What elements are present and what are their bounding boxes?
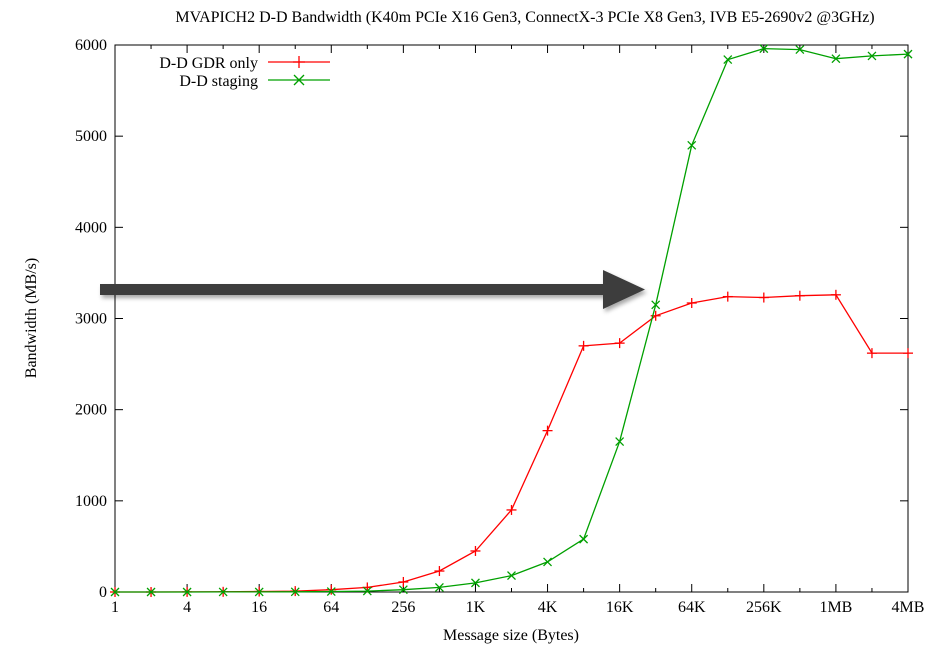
x-tick-label: 256 xyxy=(391,599,415,616)
data-point xyxy=(506,504,517,515)
series-d-d-gdr-only xyxy=(110,289,913,597)
x-tick-label: 4MB xyxy=(892,599,925,616)
y-axis-label: Bandwidth (MB/s) xyxy=(23,258,40,378)
data-point xyxy=(830,289,841,300)
data-point xyxy=(434,566,445,577)
legend-marker-staging xyxy=(293,74,305,86)
x-tick-label: 1MB xyxy=(819,599,852,616)
x-tick-label: 256K xyxy=(746,599,782,616)
data-point xyxy=(758,292,769,303)
data-point xyxy=(290,587,300,597)
data-point xyxy=(542,425,553,436)
data-point xyxy=(470,545,481,556)
data-point xyxy=(579,534,589,544)
data-point xyxy=(615,437,625,447)
data-point xyxy=(218,587,228,597)
legend: D-D GDR only D-D staging xyxy=(159,55,330,90)
series-d-d-staging xyxy=(110,44,913,597)
series-layer xyxy=(110,44,913,597)
data-point xyxy=(182,587,192,597)
data-point xyxy=(651,300,661,310)
legend-marker-gdr xyxy=(293,56,305,68)
y-tick-label: 6000 xyxy=(75,37,107,54)
data-point xyxy=(831,54,841,64)
data-point xyxy=(614,338,625,349)
data-point xyxy=(722,291,733,302)
highlight-arrow xyxy=(100,270,645,309)
data-point xyxy=(903,49,913,59)
data-point xyxy=(326,584,337,595)
data-point xyxy=(362,586,372,596)
y-tick-label: 3000 xyxy=(75,311,107,328)
data-point xyxy=(254,587,264,597)
data-point xyxy=(687,140,697,150)
x-axis: 1 4 16 64 256 1K 4K 16K 64K 256K 1MB 4MB xyxy=(111,45,924,616)
x-axis-label: Message size (Bytes) xyxy=(443,627,579,644)
data-point xyxy=(110,587,120,597)
series-line-d-d-gdr-only xyxy=(115,294,908,593)
data-point xyxy=(903,348,913,359)
data-point xyxy=(866,348,877,359)
data-point xyxy=(398,576,409,587)
data-point xyxy=(578,340,589,351)
data-point xyxy=(326,587,336,597)
y-tick-label: 4000 xyxy=(75,219,107,236)
y-tick-label: 5000 xyxy=(75,128,107,145)
data-point xyxy=(543,557,553,567)
data-point xyxy=(723,55,733,65)
x-tick-label: 16K xyxy=(606,599,634,616)
y-tick-label: 2000 xyxy=(75,402,107,419)
x-tick-label: 16 xyxy=(251,599,267,616)
data-point xyxy=(146,587,156,597)
data-point xyxy=(398,585,408,595)
chart-title: MVAPICH2 D-D Bandwidth (K40m PCIe X16 Ge… xyxy=(175,9,874,26)
y-tick-label: 1000 xyxy=(75,493,107,510)
data-point xyxy=(795,45,805,55)
x-tick-label: 1K xyxy=(466,599,486,616)
x-tick-label: 1 xyxy=(111,599,119,616)
data-point xyxy=(867,51,877,61)
legend-label-staging: D-D staging xyxy=(179,73,258,90)
y-axis: 0 1000 2000 3000 4000 5000 6000 xyxy=(75,37,908,601)
data-point xyxy=(759,44,769,54)
x-tick-label: 64K xyxy=(678,599,706,616)
data-point xyxy=(434,582,444,592)
legend-label-gdr: D-D GDR only xyxy=(159,55,258,72)
data-point xyxy=(470,578,480,588)
x-tick-label: 64 xyxy=(323,599,339,616)
data-point xyxy=(507,571,516,581)
x-tick-label: 4 xyxy=(183,599,191,616)
data-point xyxy=(794,290,805,301)
x-tick-label: 4K xyxy=(538,599,558,616)
data-point xyxy=(686,298,697,309)
y-tick-label: 0 xyxy=(99,584,107,601)
